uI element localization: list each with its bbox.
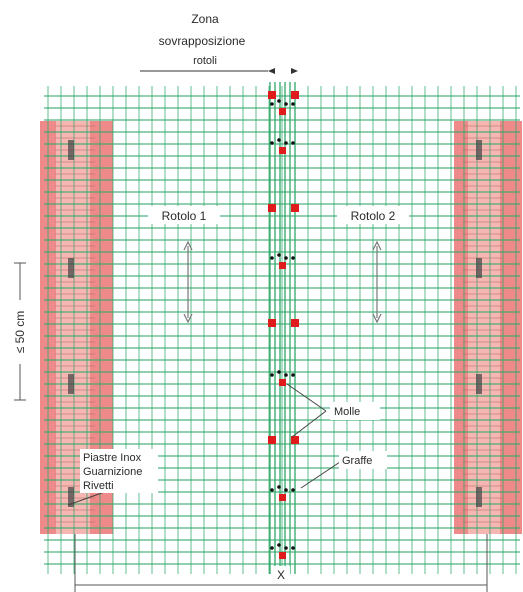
clip-marker [291,102,295,106]
width-label-bg [272,566,290,582]
spring-marker [268,319,276,327]
spring-marker [279,262,286,269]
clip-marker [270,256,274,260]
rivet-slot [68,258,74,278]
zone-arrow-right [291,68,298,74]
clip-marker [284,373,288,377]
clip-marker [291,256,295,260]
width-dimension [74,534,488,592]
clip-marker [291,141,295,145]
plates-label-line2: Guarnizione [83,466,142,478]
roll-1-direction-arrow [183,240,193,324]
clip-marker [270,546,274,550]
clip-marker [270,373,274,377]
springs-label-bg [330,402,380,420]
springs-label: Molle [334,406,360,418]
rivet-slot [68,487,74,507]
spring-marker [279,108,286,115]
zone-label-line3: rotoli [193,55,217,67]
clip-marker [291,488,295,492]
overlap-zone-wires [269,82,296,574]
spring-marker [268,436,276,444]
spring-marker [291,436,299,444]
clip-marker [277,253,281,257]
rivet-slot [476,487,482,507]
spring-marker [268,204,276,212]
clip-marker [277,543,281,547]
rivet-slot [68,374,74,394]
spring-marker [291,319,299,327]
rivet-slot [68,140,74,160]
plates-label-line3: Rivetti [83,480,114,492]
zone-label-line1: Zona [191,12,219,26]
spacing-label-bg [11,300,29,364]
rivet-slot [476,140,482,160]
clip-marker [270,102,274,106]
clip-marker [284,141,288,145]
clip-marker [277,370,281,374]
plates-label-bg [80,449,158,493]
spring-marker [291,91,299,99]
spring-marker [268,91,276,99]
clip-marker [277,138,281,142]
clip-marker [284,256,288,260]
springs-callout-lines [286,383,327,438]
clip-marker [291,546,295,550]
roll-2-direction-arrow [372,240,382,324]
right-plate-strip [454,121,522,534]
roll-2-label: Rotolo 2 [351,209,396,223]
rivet-slot [476,374,482,394]
spring-marker [291,204,299,212]
rivet-slot [476,258,482,278]
width-label: X [277,568,285,582]
clip-marker [284,102,288,106]
zone-arrow-left [268,68,275,74]
spring-and-clip-markers [268,91,299,559]
clip-marker [270,141,274,145]
spring-marker [279,494,286,501]
clip-marker [270,488,274,492]
clip-marker [284,488,288,492]
zone-label-line2: sovrapposizione [159,34,246,48]
roll-1-label: Rotolo 1 [162,209,207,223]
roll-1-label-bg [148,206,220,224]
clips-callout-line [300,461,341,489]
clip-marker [291,373,295,377]
clip-marker [277,485,281,489]
left-plate-strip [40,121,113,534]
clip-marker [284,546,288,550]
spring-marker [279,147,286,154]
plates-label-line1: Piastre Inox [83,452,142,464]
clips-label-bg [339,451,387,469]
spring-marker [279,379,286,386]
spring-marker [279,552,286,559]
clips-label: Graffe [342,455,372,467]
roll-2-label-bg [337,206,409,224]
plate-fixings [55,125,503,523]
clip-marker [277,99,281,103]
spacing-label: ≤ 50 cm [13,311,27,354]
